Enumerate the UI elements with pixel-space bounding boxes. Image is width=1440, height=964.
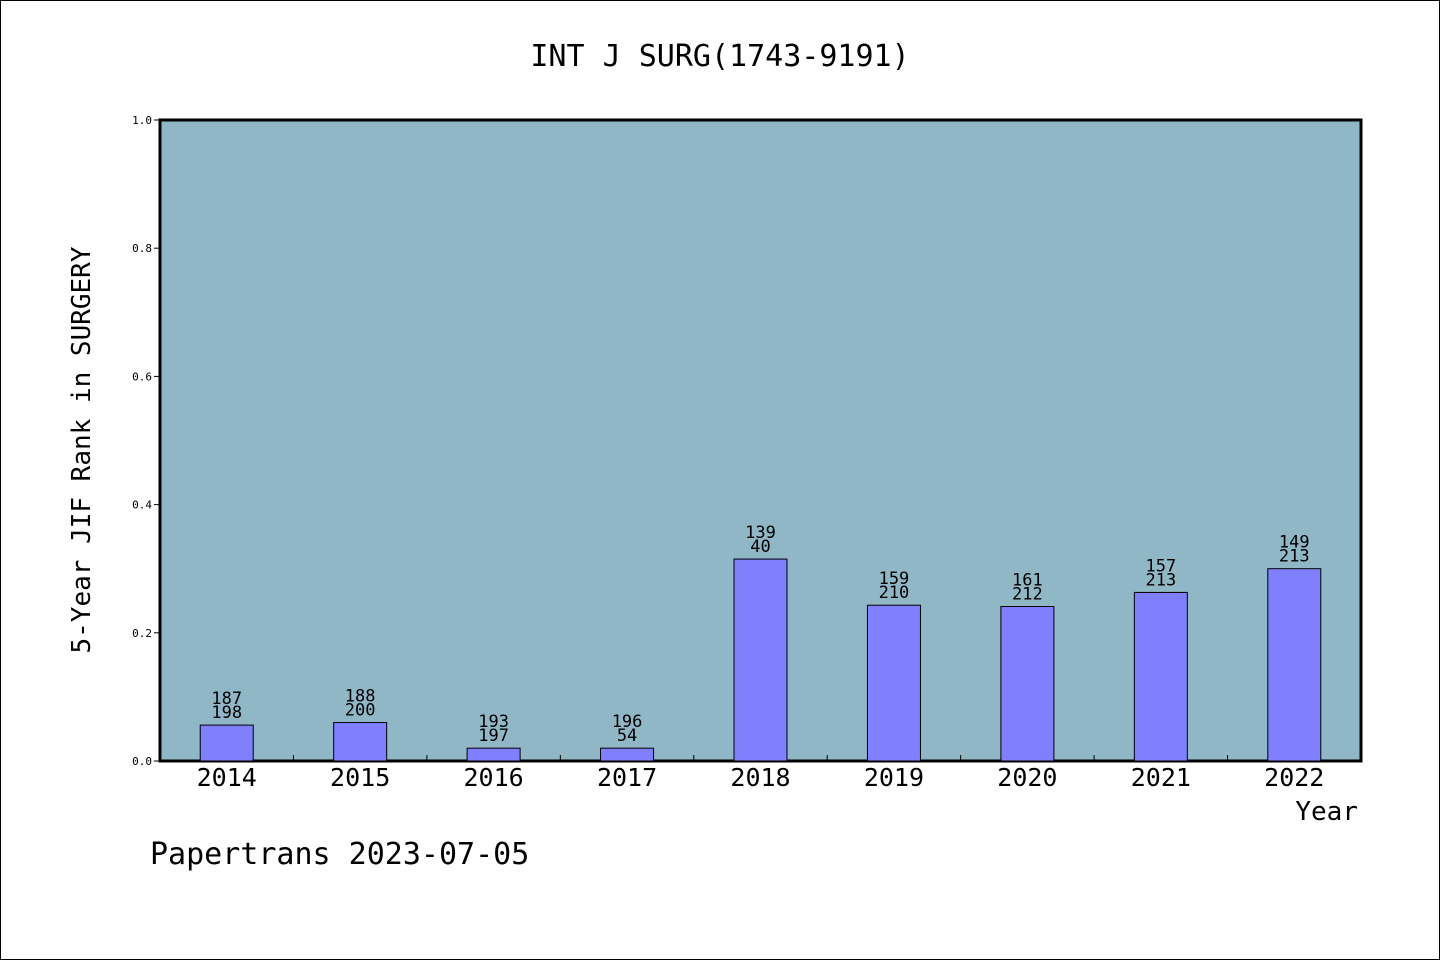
bar-2015: [333, 722, 388, 762]
x-tick-label: 2017: [597, 763, 657, 792]
chart-title: INT J SURG(1743-9191): [530, 39, 909, 74]
y-tick-label: 0.6: [132, 370, 152, 383]
bar-label-bottom: 40: [750, 537, 770, 557]
bar-2022: [1267, 568, 1322, 762]
bar-label-top: 149: [1279, 533, 1310, 553]
y-tick-label: 1.0: [132, 114, 152, 127]
bar-label-top: 187: [211, 689, 242, 709]
bar-2018: [733, 558, 788, 762]
bar-2017: [600, 747, 655, 762]
y-axis: 0.0 0.2 0.4 0.6 0.8 1.0: [132, 114, 160, 768]
x-tick-label: 2021: [1131, 763, 1191, 792]
bar-label-top: 157: [1145, 556, 1176, 576]
bar-2016: [466, 747, 521, 762]
bar-label-top: 196: [612, 712, 643, 732]
bar-label-bottom: 54: [617, 726, 637, 746]
y-tick-label: 0.2: [132, 627, 152, 640]
x-tick-label: 2020: [997, 763, 1057, 792]
bar-label-bottom: 213: [1279, 547, 1310, 567]
y-tick-label: 0.0: [132, 755, 152, 768]
x-axis: 2014 2015 2016 2017 2018 2019 2020 2021 2022: [197, 755, 1324, 792]
bar-label-bottom: 200: [345, 701, 376, 721]
x-tick-label: 2018: [730, 763, 790, 792]
bar-label-top: 193: [478, 712, 509, 732]
x-axis-label: Year: [1295, 797, 1358, 827]
y-tick-label: 0.4: [132, 499, 152, 512]
bar-label-bottom: 212: [1012, 585, 1043, 605]
bar-label-top: 161: [1012, 571, 1043, 591]
bar-label-bottom: 213: [1145, 570, 1176, 590]
bar-label-top: 188: [345, 687, 376, 707]
y-tick-label: 0.8: [132, 242, 152, 255]
x-tick-label: 2014: [197, 763, 257, 792]
x-tick-label: 2016: [464, 763, 524, 792]
bar-label-bottom: 210: [879, 583, 910, 603]
bar-label-bottom: 197: [478, 726, 509, 746]
y-axis-label: 5-Year JIF Rank in SURGERY: [67, 246, 97, 653]
bar-2021: [1133, 591, 1188, 762]
bar-label-top: 139: [745, 523, 776, 543]
x-tick-label: 2019: [864, 763, 924, 792]
bar-label-bottom: 198: [211, 703, 242, 723]
x-tick-label: 2015: [330, 763, 390, 792]
bar-2020: [1000, 606, 1055, 762]
bar-2014: [199, 724, 254, 762]
bar-2019: [866, 604, 921, 762]
bar-label-top: 159: [879, 569, 910, 589]
x-tick-label: 2022: [1264, 763, 1324, 792]
watermark-text: Papertrans 2023-07-05: [150, 837, 529, 872]
